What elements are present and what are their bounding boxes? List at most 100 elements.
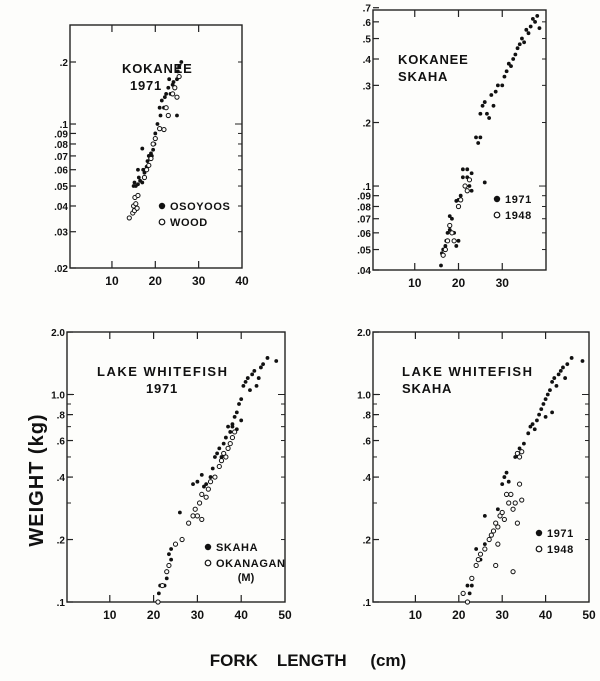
legend-label: 1971	[505, 194, 532, 206]
data-point-filled	[167, 77, 172, 82]
data-point-filled	[526, 431, 531, 436]
data-point-filled	[460, 175, 465, 180]
data-point-open	[458, 197, 464, 203]
data-point-filled	[175, 113, 179, 118]
data-point-filled	[511, 57, 516, 61]
legend-label: SKAHA	[216, 542, 258, 554]
y-tick-label: .2	[363, 119, 372, 130]
data-point-open	[190, 513, 196, 519]
data-point-open	[469, 575, 475, 581]
data-point-filled	[526, 31, 531, 36]
y-tick-label: .08	[357, 202, 371, 213]
data-point-filled	[524, 27, 529, 32]
data-point-open	[464, 599, 471, 605]
data-point-filled	[482, 513, 487, 518]
data-point-filled	[261, 362, 265, 367]
x-tick-label: 30	[496, 276, 510, 290]
data-point-filled	[504, 69, 509, 74]
data-point-open	[501, 516, 507, 523]
data-point-open	[223, 454, 229, 460]
data-point-open	[144, 167, 150, 173]
panel-title: LAKE WHITEFISH	[402, 364, 534, 379]
data-point-open	[174, 94, 180, 100]
y-tick-label: .07	[54, 152, 68, 163]
legend-label: 1971	[547, 528, 574, 540]
data-point-open	[475, 557, 481, 563]
data-point-filled	[520, 36, 524, 41]
legend: 1971 1948	[535, 528, 574, 556]
data-point-filled	[202, 484, 206, 489]
data-point-filled	[474, 547, 479, 551]
data-point-open	[451, 238, 457, 244]
y-tick-label: .05	[357, 246, 371, 257]
data-point-filled	[460, 167, 465, 172]
data-point-filled	[478, 135, 483, 140]
legend-marker-open-icon	[493, 211, 501, 219]
data-point-filled	[469, 583, 474, 588]
data-point-open	[473, 562, 479, 569]
data-point-filled	[136, 167, 140, 172]
data-point-filled	[537, 412, 541, 417]
data-point-filled	[558, 368, 563, 373]
data-point-open	[493, 520, 499, 526]
data-point-open	[170, 91, 176, 97]
data-point-filled	[443, 244, 448, 248]
data-point-filled	[265, 356, 270, 360]
data-point-filled	[454, 244, 459, 248]
data-point-filled	[530, 422, 535, 427]
data-point-filled	[140, 180, 145, 185]
data-point-filled	[580, 359, 585, 363]
data-point-open	[164, 569, 170, 575]
global-y-axis-label: WEIGHT (kg)	[26, 413, 48, 546]
data-point-filled	[465, 167, 470, 172]
data-point-filled	[528, 424, 533, 429]
data-point-filled	[554, 384, 559, 388]
data-point-open	[150, 141, 156, 147]
legend: SKAHA OKANAGAN (M)	[204, 542, 285, 584]
data-point-open	[510, 506, 516, 512]
data-point-open	[218, 458, 225, 464]
data-point-filled	[151, 147, 156, 152]
data-point-filled	[482, 542, 487, 547]
data-point-filled	[537, 26, 542, 31]
data-point-filled	[491, 103, 496, 108]
data-point-open	[199, 491, 205, 498]
series-okanagan-m	[155, 429, 238, 605]
data-point-filled	[545, 392, 550, 397]
data-point-filled	[556, 372, 561, 377]
data-point-filled	[489, 93, 494, 97]
data-point-filled	[532, 427, 537, 432]
data-point-open	[229, 434, 236, 441]
data-point-filled	[156, 591, 161, 596]
data-point-filled	[204, 482, 209, 486]
y-tick-label: .09	[54, 129, 68, 140]
legend-marker-filled-icon	[158, 202, 166, 210]
legend-marker-open-icon	[535, 545, 543, 553]
data-point-open	[486, 536, 492, 543]
data-point-filled	[157, 105, 162, 110]
data-point-open	[194, 513, 200, 519]
x-tick-label: 30	[192, 274, 206, 288]
x-tick-label: 50	[582, 608, 596, 622]
data-point-filled	[482, 100, 487, 104]
data-point-filled	[169, 547, 174, 551]
panel-bottom-left: .1 .2 .4 .6 .8 1.0 2.0 10 20 30 40 50 LAKE WHITEFISH…	[51, 328, 292, 622]
data-point-open	[205, 486, 211, 492]
data-point-filled	[502, 475, 507, 479]
data-point-filled	[210, 466, 215, 471]
data-point-filled	[164, 92, 169, 96]
data-point-filled	[561, 365, 565, 370]
data-point-open	[464, 188, 470, 194]
data-point-filled	[550, 380, 555, 384]
data-point-filled	[245, 376, 250, 380]
panels-group: .02.03.04.05.06.07.08.09.1.210 20 30 40KOKA…	[51, 4, 596, 622]
data-point-open	[159, 582, 165, 589]
data-point-open	[519, 449, 525, 455]
data-point-open	[514, 520, 520, 526]
data-point-open	[141, 174, 148, 181]
data-point-filled	[237, 402, 241, 406]
panel-title: KOKANEE	[398, 52, 469, 67]
data-point-open	[514, 450, 520, 457]
data-point-filled	[195, 479, 200, 484]
data-point-filled	[445, 230, 450, 235]
